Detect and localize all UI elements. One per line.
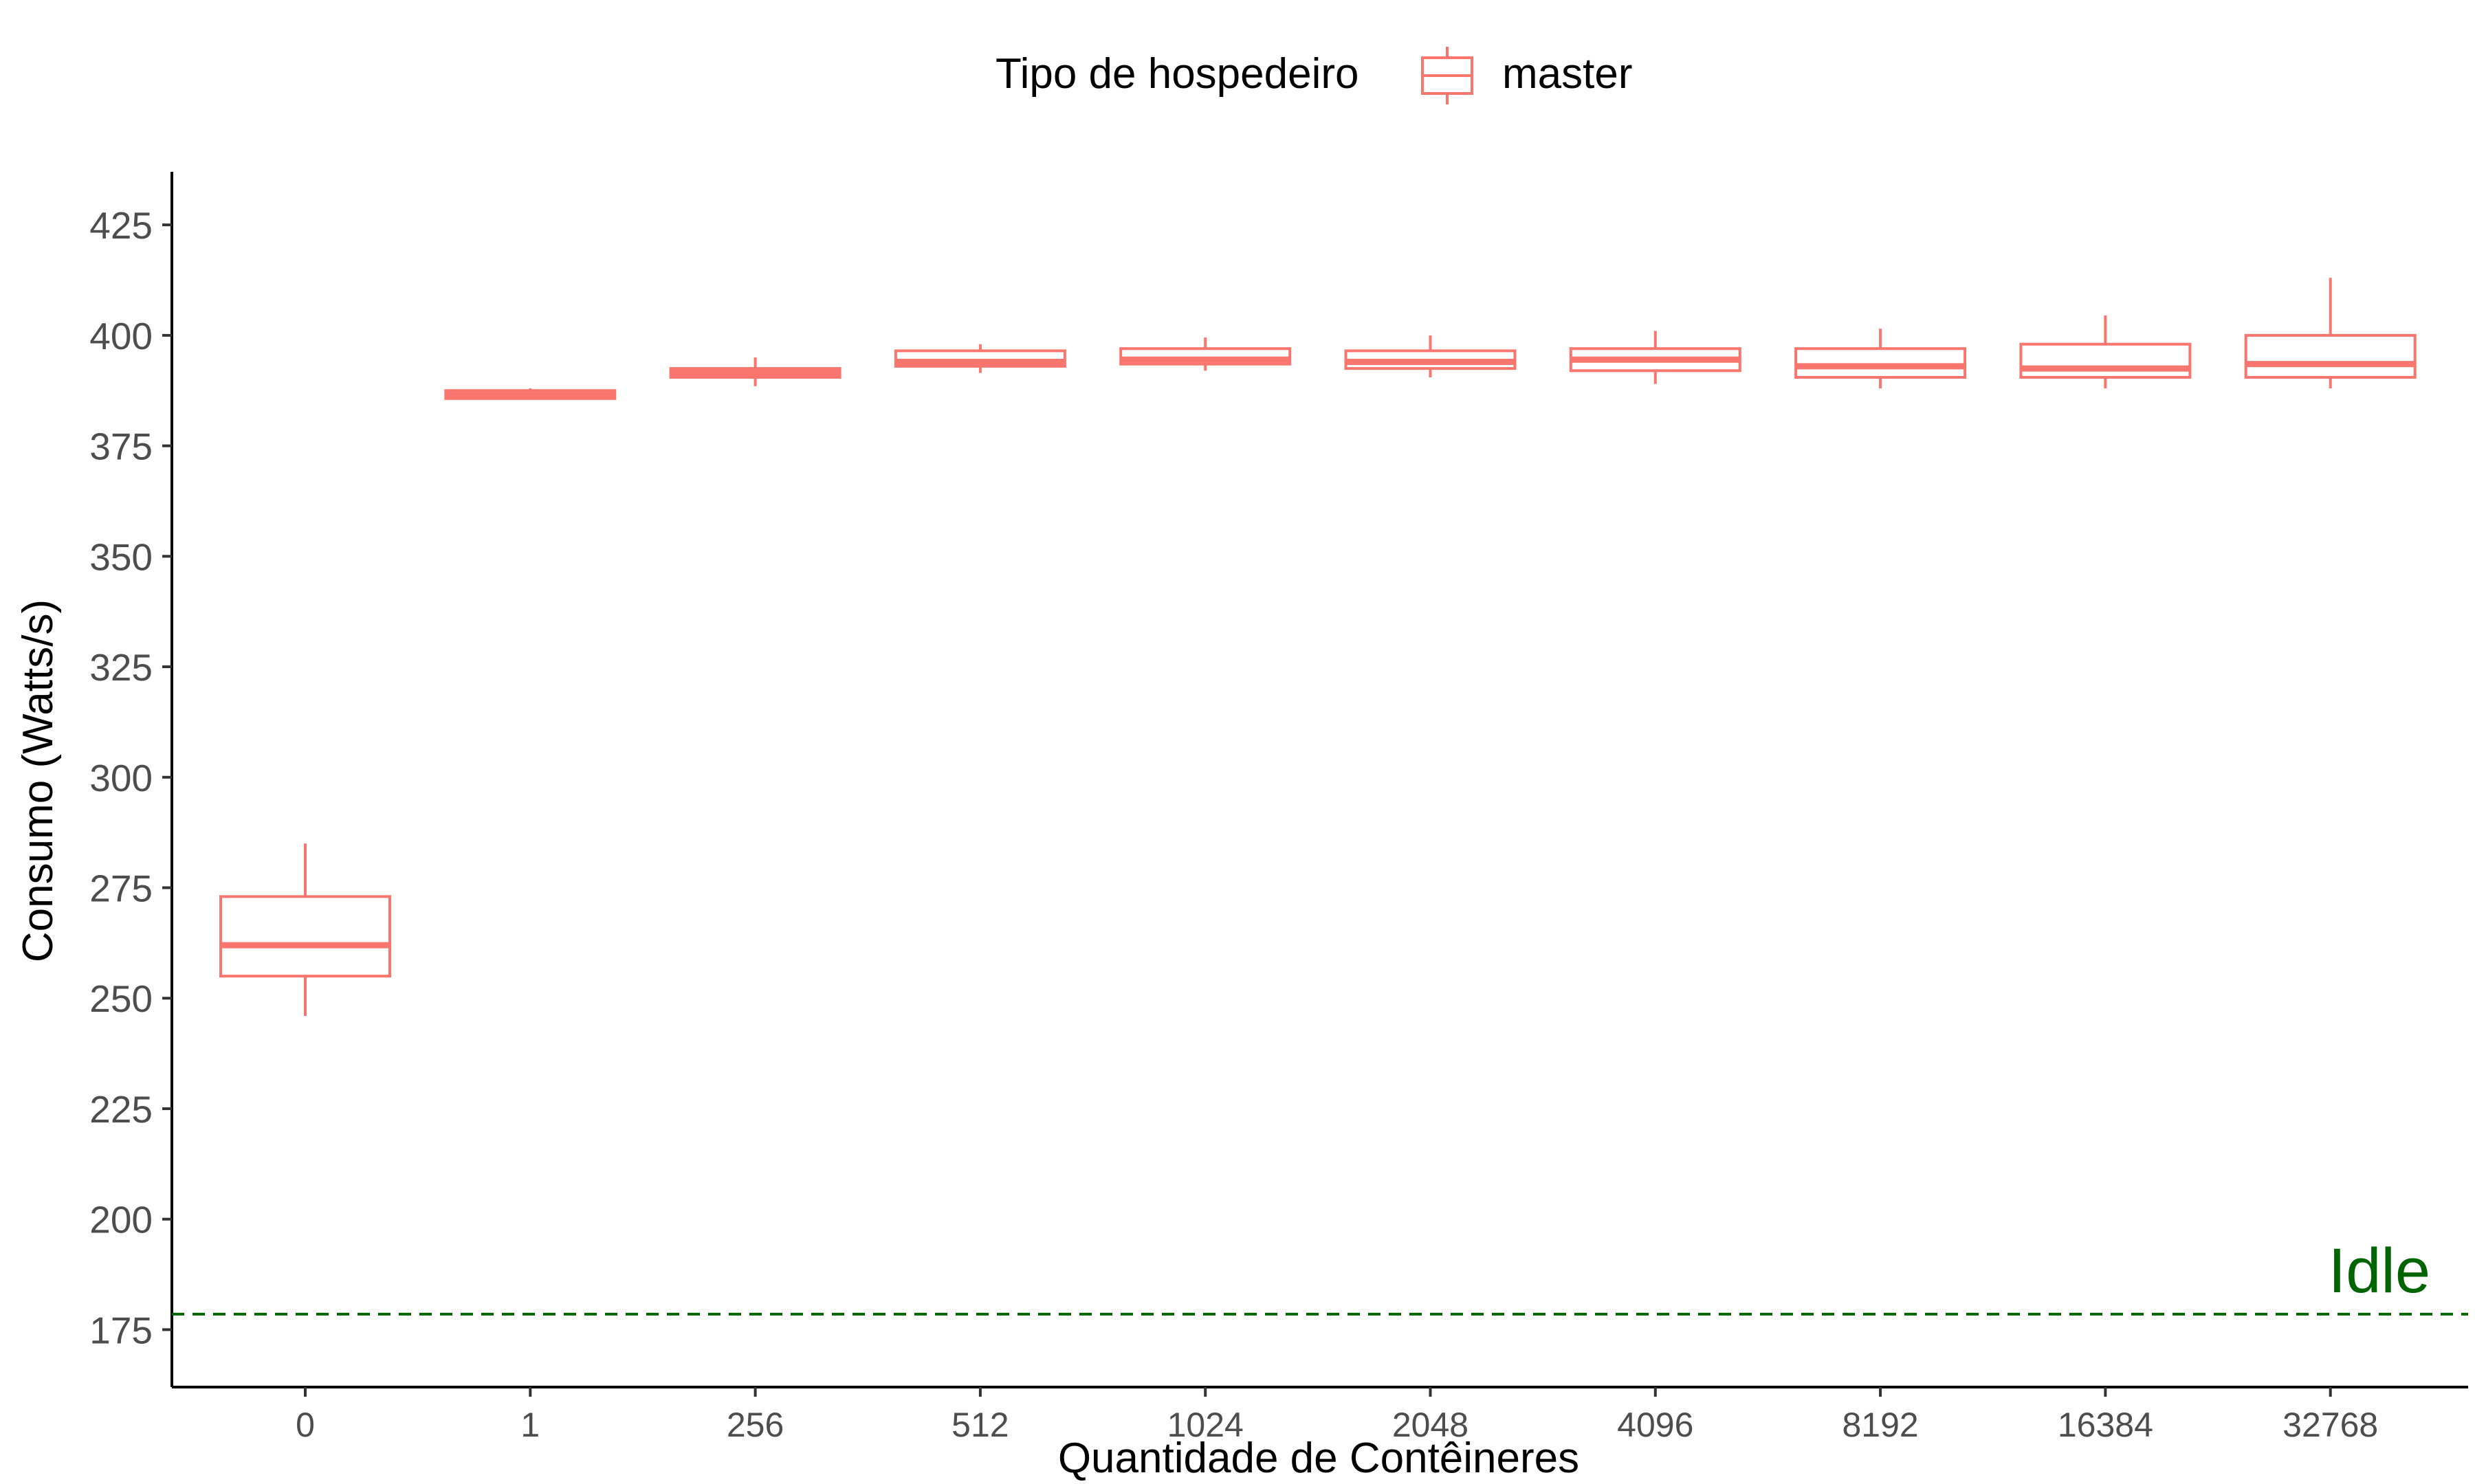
box-0 (219, 843, 391, 1016)
x-tick-label-0: 0 (296, 1406, 315, 1444)
y-tick-label-175: 175 (89, 1309, 153, 1351)
x-tick-label-16384: 16384 (2058, 1406, 2153, 1444)
box-2048 (1344, 335, 1517, 377)
x-tick-label-4096: 4096 (1617, 1406, 1693, 1444)
y-tick-label-225: 225 (89, 1088, 153, 1131)
idle-label: Idle (2329, 1236, 2430, 1306)
x-tick-label-256: 256 (727, 1406, 784, 1444)
box-32768 (2244, 278, 2417, 389)
box-16384 (2019, 315, 2192, 389)
y-axis: 175 200 225 250 275 300 325 350 375 400 425 (89, 172, 173, 1387)
legend: Tipo de hospedeiro master (996, 47, 1632, 104)
x-tick-label-512: 512 (952, 1406, 1009, 1444)
y-tick-label-425: 425 (89, 204, 153, 247)
idle-reference-line: Idle (172, 1236, 2468, 1316)
y-tick-label-275: 275 (89, 867, 153, 910)
box-4096 (1569, 331, 1741, 384)
y-tick-label-200: 200 (89, 1199, 153, 1241)
x-tick-label-2048: 2048 (1392, 1406, 1468, 1444)
y-axis-label: Consumo (Watts/s) (14, 599, 62, 962)
box-512 (894, 344, 1066, 373)
y-tick-label-300: 300 (89, 757, 153, 799)
y-tick-label-350: 350 (89, 535, 153, 578)
boxes (219, 278, 2417, 1016)
box-iqr (2019, 342, 2192, 379)
x-axis: 0 1 256 512 1024 2048 4096 8192 16384 32768 (172, 1386, 2468, 1444)
y-tick-label-375: 375 (89, 425, 153, 468)
y-tick-label-250: 250 (89, 977, 153, 1020)
legend-label-master: master (1502, 50, 1632, 98)
x-tick-label-8192: 8192 (1842, 1406, 1918, 1444)
box-1 (444, 388, 617, 400)
box-iqr (1794, 347, 1967, 379)
box-iqr (2244, 333, 2417, 379)
y-tick-label-325: 325 (89, 646, 153, 689)
y-tick-label-400: 400 (89, 315, 153, 357)
box-8192 (1794, 329, 1967, 389)
x-axis-label: Quantidade de Contêineres (1058, 1435, 1579, 1482)
legend-key-master (1421, 47, 1473, 104)
box-iqr (219, 895, 391, 978)
x-tick-label-32768: 32768 (2282, 1406, 2378, 1444)
box-1024 (1119, 337, 1292, 371)
x-tick-label-1: 1 (520, 1406, 540, 1444)
x-tick-label-1024: 1024 (1167, 1406, 1244, 1444)
legend-title: Tipo de hospedeiro (996, 50, 1359, 98)
box-256 (669, 357, 842, 386)
